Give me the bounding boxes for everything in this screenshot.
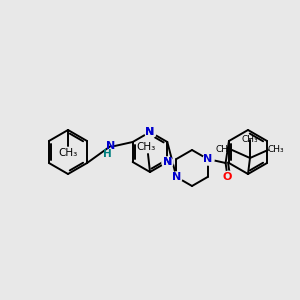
Text: H: H [103, 149, 112, 159]
Text: N: N [146, 127, 154, 137]
Text: CH₃: CH₃ [136, 142, 156, 152]
Text: CH₃: CH₃ [215, 146, 232, 154]
Text: N: N [163, 157, 172, 167]
Text: O: O [223, 172, 232, 182]
Text: N: N [106, 141, 115, 151]
Text: CH₃: CH₃ [242, 135, 258, 144]
Text: CH₃: CH₃ [268, 146, 285, 154]
Text: N: N [146, 127, 154, 137]
Text: CH₃: CH₃ [58, 148, 78, 158]
Text: N: N [172, 172, 181, 182]
Text: N: N [163, 157, 172, 167]
Text: N: N [203, 154, 212, 164]
